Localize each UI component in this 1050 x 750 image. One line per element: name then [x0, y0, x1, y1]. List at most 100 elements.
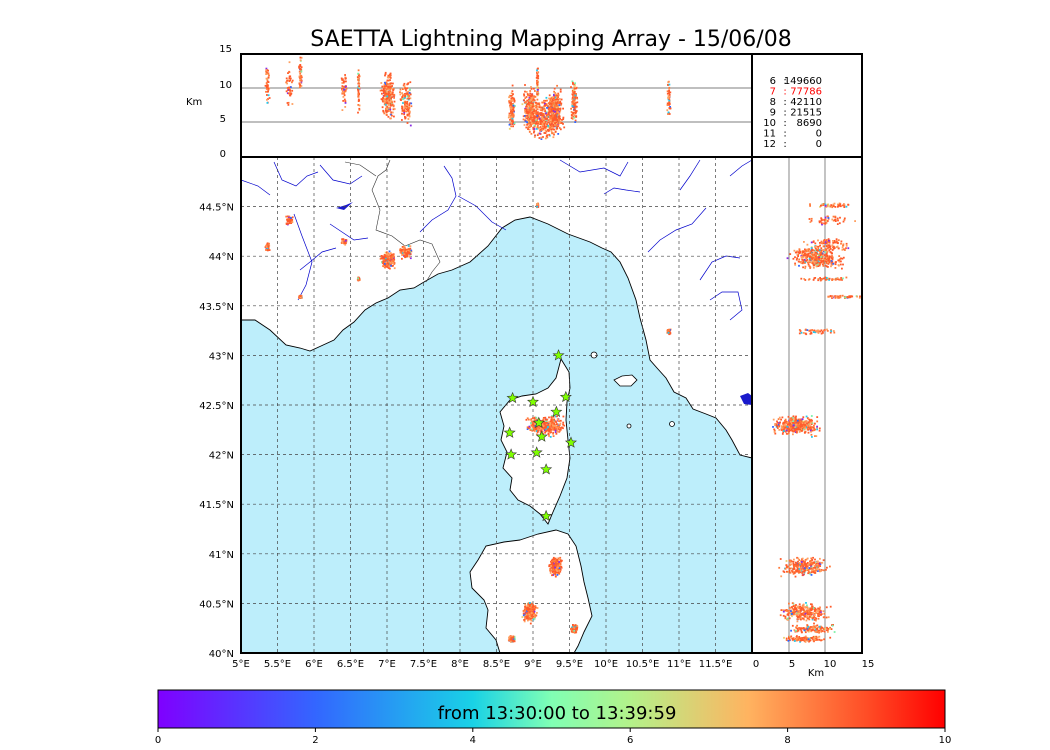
lightning-source-altitude	[385, 81, 388, 84]
lightning-source	[666, 329, 669, 332]
lightning-source-altitude	[521, 103, 524, 106]
lightning-source-altitude	[786, 570, 788, 573]
lightning-source	[668, 333, 671, 336]
lightning-source	[555, 565, 558, 568]
station-count-list: 6:1496607:777868:421109:2151510:869011:0…	[763, 76, 822, 150]
lightning-source-altitude	[559, 100, 562, 103]
lightning-source-altitude	[525, 116, 528, 119]
station-id: 9	[770, 108, 776, 119]
lightning-source-altitude	[819, 250, 822, 253]
lightning-source	[521, 616, 524, 618]
lightning-source	[514, 638, 516, 641]
lightning-source	[545, 422, 548, 424]
lightning-source	[553, 562, 555, 565]
lightning-source-altitude	[511, 97, 514, 99]
lightning-source-altitude	[830, 260, 833, 262]
lightning-source-altitude	[511, 120, 513, 122]
lightning-source-altitude	[553, 95, 556, 98]
lightning-source	[558, 424, 561, 427]
lightning-source-altitude	[797, 560, 799, 563]
station-star-marker	[505, 448, 518, 460]
lightning-source-altitude	[344, 90, 347, 93]
lightning-source-altitude	[838, 260, 841, 263]
lightning-source-altitude	[358, 107, 361, 110]
lightning-source-altitude	[573, 114, 576, 117]
coastal-lake	[740, 393, 752, 405]
lightning-source-altitude	[829, 251, 832, 253]
lightning-source-altitude	[807, 250, 809, 253]
lightning-source	[407, 249, 410, 252]
lightning-source-altitude	[831, 255, 833, 257]
lightning-source	[557, 566, 559, 569]
station-star-marker	[564, 436, 578, 448]
lightning-source-altitude	[556, 118, 559, 121]
lon-tick-label: 9.5°E	[556, 659, 583, 670]
lightning-source-altitude	[791, 418, 793, 421]
lightning-source-altitude	[796, 253, 799, 256]
lightning-source-altitude	[820, 249, 823, 252]
lightning-source-altitude	[806, 425, 809, 427]
lightning-source-altitude	[529, 92, 532, 95]
lightning-source-altitude	[544, 122, 547, 125]
lightning-source-altitude	[811, 248, 813, 251]
lightning-source	[575, 627, 578, 630]
lightning-source-altitude	[508, 127, 511, 130]
top-km-tick: 0	[220, 149, 226, 160]
lightning-source	[555, 432, 558, 435]
lightning-source	[342, 238, 345, 240]
lightning-source-altitude	[784, 420, 786, 422]
lightning-source	[549, 423, 551, 426]
lightning-source-altitude	[820, 569, 823, 571]
lightning-source-altitude	[785, 560, 788, 562]
lightning-source-altitude	[267, 84, 269, 87]
lightning-source-altitude	[536, 71, 539, 74]
lightning-source-altitude	[788, 426, 791, 429]
lightning-source	[548, 564, 551, 566]
lightning-source-altitude	[785, 424, 787, 427]
lightning-source-altitude	[558, 117, 560, 120]
lightning-source-altitude	[799, 423, 802, 426]
lightning-source-altitude	[820, 247, 823, 250]
lightning-source	[552, 435, 555, 437]
lightning-source	[553, 418, 556, 421]
lightning-source-altitude	[574, 119, 577, 122]
lightning-source-altitude	[406, 107, 409, 109]
lightning-source	[574, 631, 577, 634]
lightning-source-altitude	[538, 104, 541, 107]
lightning-source	[529, 622, 532, 625]
lightning-source-altitude	[358, 86, 361, 89]
lightning-source-altitude	[806, 259, 809, 261]
lightning-source-altitude	[344, 76, 347, 79]
lightning-source-altitude	[358, 82, 361, 85]
lightning-source-altitude	[526, 99, 529, 102]
lightning-source-altitude	[798, 258, 801, 261]
lightning-source-altitude	[542, 127, 545, 130]
lightning-source-altitude	[789, 423, 791, 425]
lightning-source-altitude	[841, 267, 843, 270]
lightning-source-altitude	[784, 418, 787, 421]
lightning-source-altitude	[804, 261, 807, 263]
lightning-source	[528, 609, 530, 612]
lightning-source-altitude	[533, 95, 536, 98]
lightning-source	[534, 605, 537, 607]
lightning-source	[551, 426, 554, 429]
lightning-source-altitude	[386, 106, 389, 108]
lightning-source-altitude	[667, 84, 669, 86]
lightning-source	[533, 610, 536, 613]
lightning-source	[386, 252, 389, 255]
lightning-source-altitude	[796, 424, 798, 427]
lightning-source-altitude	[511, 84, 514, 87]
lightning-source-altitude	[800, 255, 803, 258]
station-star-marker	[550, 405, 563, 418]
lightning-source-altitude	[820, 251, 823, 254]
lightning-source-altitude	[385, 107, 387, 110]
lightning-source-altitude	[510, 121, 513, 124]
lightning-source	[512, 636, 514, 639]
lightning-source	[535, 418, 538, 421]
lightning-source-altitude	[795, 418, 798, 421]
lightning-source	[388, 250, 391, 253]
lightning-source	[344, 239, 347, 242]
lightning-source-altitude	[408, 112, 411, 115]
lightning-source-altitude	[289, 77, 292, 80]
lightning-source	[555, 421, 558, 424]
